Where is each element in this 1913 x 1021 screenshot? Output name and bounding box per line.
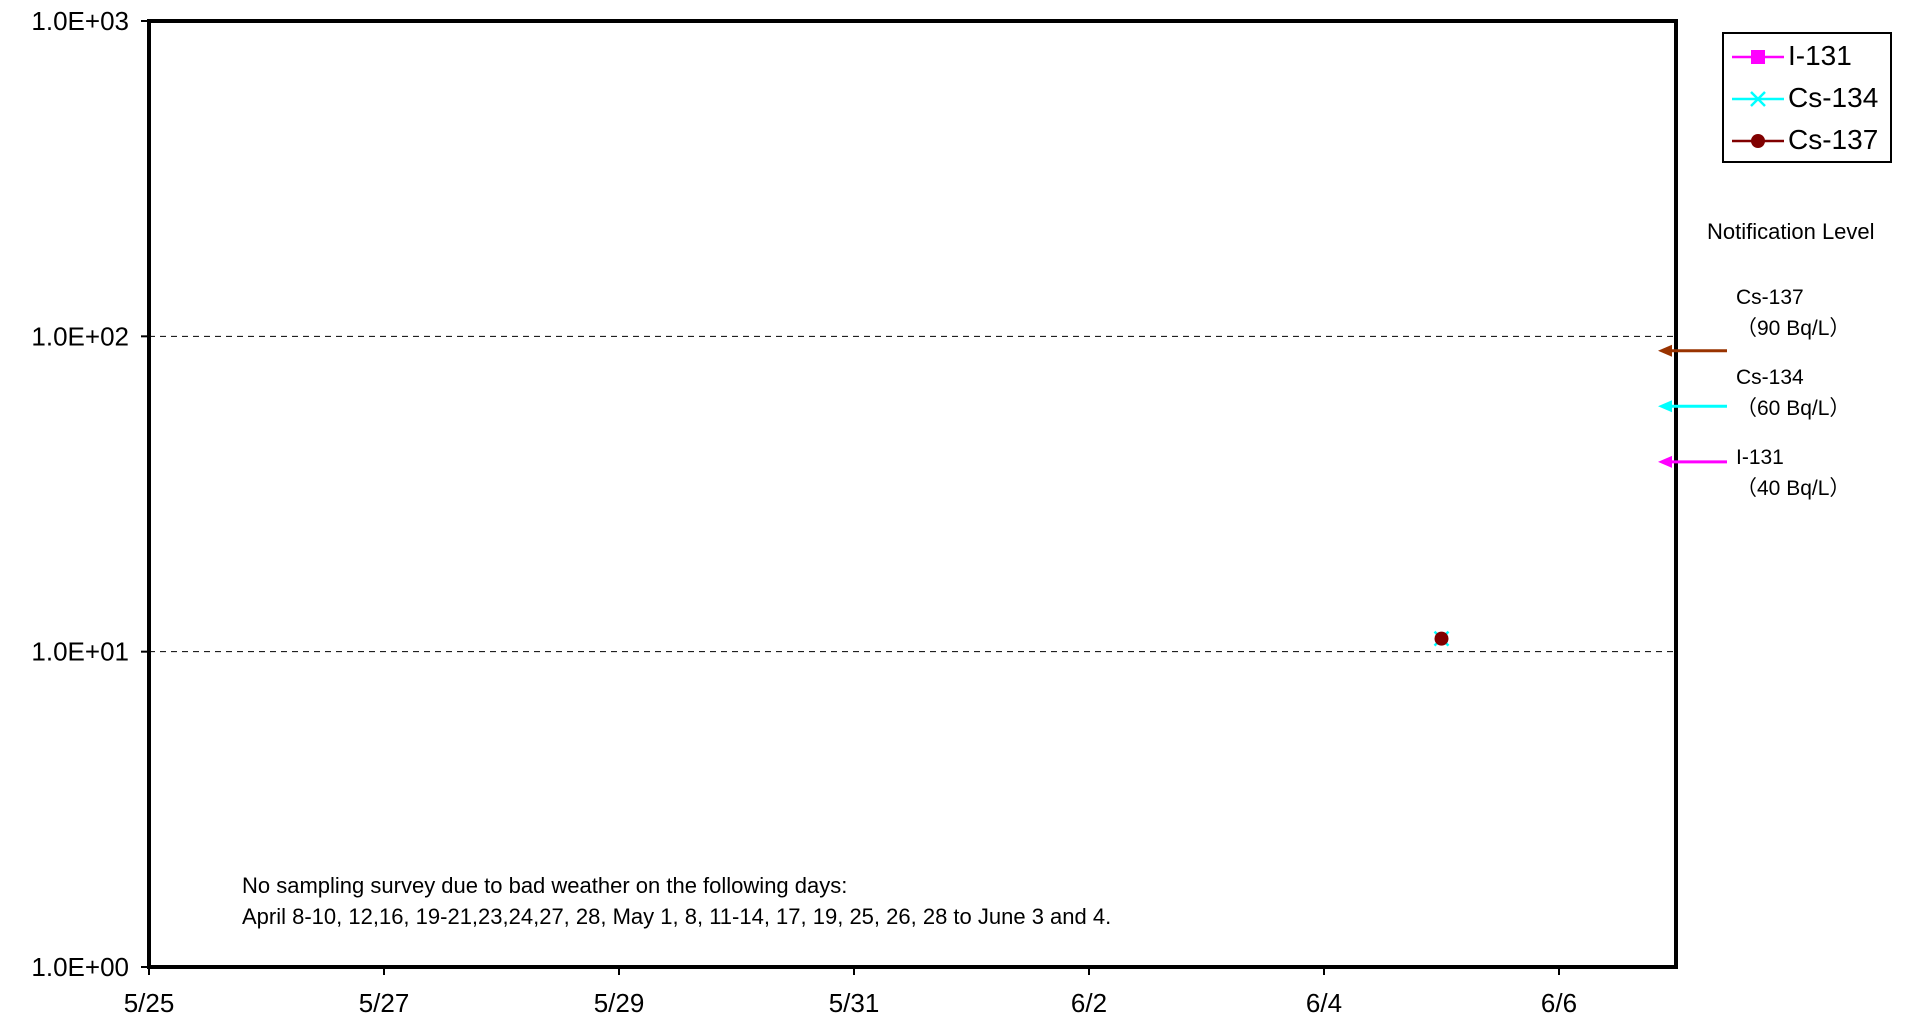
plot-frame [147,19,1678,969]
notification-entry-i131: I-131 （40 Bq/L） [1736,442,1850,504]
legend-label-i131: I-131 [1788,40,1852,71]
notification-nuclide-cs137: Cs-137 [1736,286,1804,309]
x-tick-label: 6/4 [1306,988,1342,1018]
x-tick-label: 5/31 [829,988,880,1018]
notification-level-title: Notification Level [1707,219,1875,244]
notification-arrow-cs134-head [1658,400,1672,413]
y-tick-label: 1.0E+02 [31,321,129,351]
circle-marker-icon [1732,134,1784,148]
notification-nuclide-i131: I-131 [1736,446,1784,469]
legend: I-131 Cs-134 Cs-137 [1722,32,1892,163]
no-sampling-note-line-2: April 8-10, 12,16, 19-21,23,24,27, 28, M… [242,904,1112,929]
notification-entry-cs134: Cs-134 （60 Bq/L） [1736,362,1850,424]
square-marker-icon [1732,50,1784,64]
legend-item-i131: I-131 [1724,36,1894,76]
x-tick-label: 5/29 [594,988,645,1018]
legend-item-cs137: Cs-137 [1724,120,1894,160]
y-tick-label: 1.0E+03 [31,6,129,36]
notification-value-cs134: （60 Bq/L） [1736,397,1851,420]
x-tick-label: 6/2 [1071,988,1107,1018]
x-tick-label: 5/27 [359,988,410,1018]
notification-entry-cs137: Cs-137 （90 Bq/L） [1736,282,1850,344]
x-marker-icon [1732,91,1784,107]
y-tick-label: 1.0E+01 [31,637,129,667]
notification-nuclide-cs134: Cs-134 [1736,366,1804,389]
notification-value-i131: （40 Bq/L） [1736,477,1851,500]
notification-value-cs137: （90 Bq/L） [1736,317,1851,340]
data-point-cs137 [1434,631,1449,646]
no-sampling-note-line-1: No sampling survey due to bad weather on… [242,873,848,898]
x-tick-label: 6/6 [1541,988,1577,1018]
legend-label-cs137: Cs-137 [1788,124,1879,155]
legend-item-cs134: Cs-134 [1724,78,1894,118]
notification-arrow-cs137-head [1658,344,1672,357]
legend-label-cs134: Cs-134 [1788,82,1879,113]
no-sampling-note: No sampling survey due to bad weather on… [242,870,1111,932]
x-tick-label: 5/25 [124,988,175,1018]
y-tick-label: 1.0E+00 [31,952,129,982]
notification-arrow-i131-head [1658,455,1672,468]
